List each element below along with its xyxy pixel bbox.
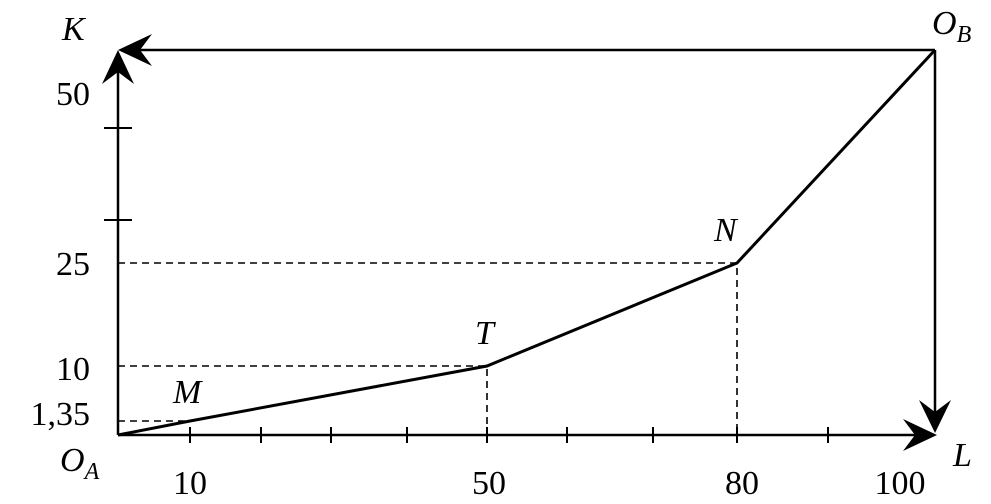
x-ticks: [189, 427, 829, 443]
point-label: M: [172, 374, 203, 411]
axis-label-l: L: [952, 437, 972, 474]
y-tick-label: 1,35: [31, 396, 91, 433]
point-label: N: [713, 212, 739, 249]
contract-curve: [117, 48, 937, 437]
guide-n: [118, 262, 738, 435]
y-tick-label: 25: [56, 246, 90, 283]
arrowhead-down: [919, 400, 951, 433]
arrowhead-right: [903, 419, 937, 451]
origin-a-main: O: [60, 442, 85, 479]
y-tick-label: 50: [56, 76, 90, 113]
origin-a: OA: [60, 442, 100, 485]
origin-b-main: O: [932, 5, 957, 42]
guide-t: [118, 365, 488, 435]
origin-b: OB: [932, 5, 972, 48]
x-tick-label: 50: [472, 465, 506, 502]
x-tick-label: 80: [725, 465, 759, 502]
x-tick-label: 100: [875, 465, 926, 502]
axis-label-k: K: [61, 11, 87, 48]
origin-b-sub: B: [957, 22, 972, 48]
origin-a-sub: A: [83, 459, 100, 485]
point-label: T: [475, 315, 496, 352]
arrowhead-up: [102, 50, 134, 84]
x-tick-label: 10: [173, 465, 207, 502]
y-ticks: [104, 127, 132, 221]
arrowhead-left: [118, 34, 152, 66]
y-tick-label: 10: [56, 351, 90, 388]
